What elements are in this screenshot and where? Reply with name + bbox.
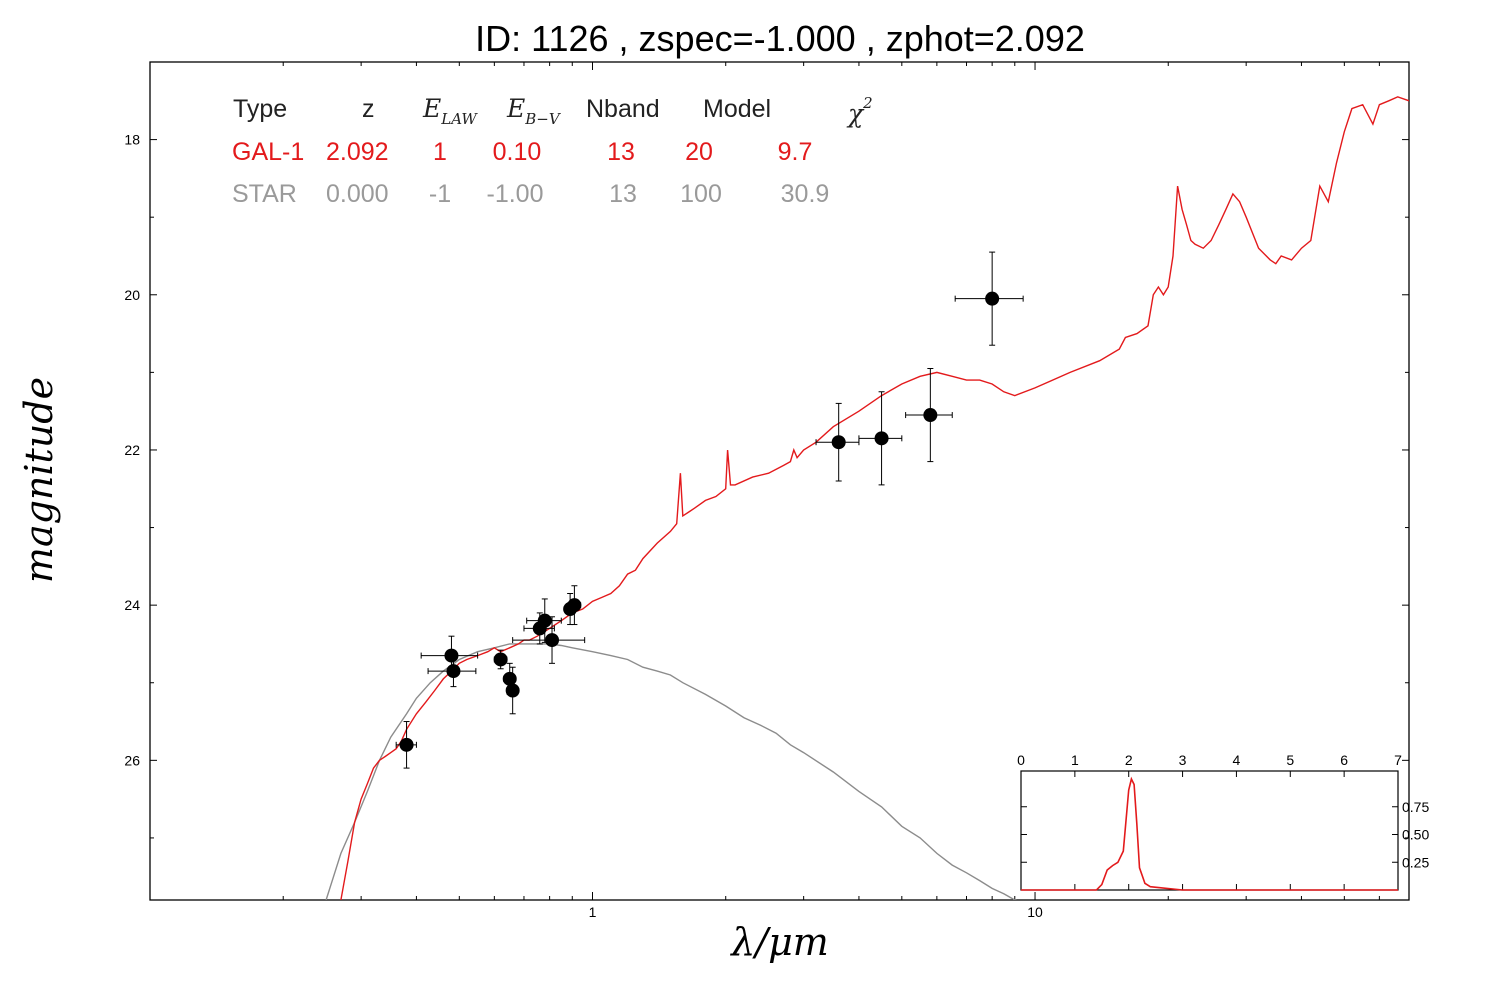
y-axis-label: magnitude <box>17 377 61 583</box>
photometry-point <box>395 721 417 769</box>
inset-y-tick-label: 0.75 <box>1402 799 1429 815</box>
inset-series-layer <box>1021 776 1398 891</box>
header-type: Type <box>233 95 287 123</box>
row-gal-ebv: 0.10 <box>493 138 542 166</box>
row-gal-z: 2.092 <box>326 138 389 166</box>
x-tick-label: 10 <box>1027 904 1043 920</box>
inset-x-tick-label: 4 <box>1233 752 1241 768</box>
row-gal-elaw: 1 <box>433 138 447 166</box>
data-point-marker <box>567 598 582 613</box>
photometry-points-layer <box>395 251 1024 769</box>
row-star-chi2: 30.9 <box>781 180 830 208</box>
header-nband: Nband <box>586 95 660 123</box>
header-model: Model <box>703 95 771 123</box>
row-star-nband: 13 <box>609 180 637 208</box>
inset-frame <box>1020 770 1399 891</box>
header-ebv: EB−V <box>506 94 562 128</box>
data-point-marker <box>874 431 889 446</box>
inset-y-tick-label: 0.25 <box>1402 854 1429 870</box>
photometry-point <box>954 251 1024 346</box>
photometry-point <box>567 585 582 626</box>
main-series-layer <box>325 96 1409 900</box>
photometry-point <box>858 391 903 486</box>
inset-axes-ticks: 0 1 2 3 4 5 6 7 0.25 0.50 0.75 <box>1017 752 1429 890</box>
y-tick-label: 26 <box>124 752 140 768</box>
row-gal-model: 20 <box>685 138 713 166</box>
photometry-point <box>427 655 477 688</box>
row-star-ebv: -1.00 <box>487 180 544 208</box>
data-point-marker <box>537 613 552 628</box>
inset-x-tick-label: 2 <box>1125 752 1133 768</box>
inset-x-tick-label: 0 <box>1017 752 1025 768</box>
inset-x-tick-label: 6 <box>1340 752 1348 768</box>
row-gal-nband: 13 <box>607 138 635 166</box>
inset-zphot-pdf: 0 1 2 3 4 5 6 7 0.25 0.50 0.75 <box>1017 752 1429 891</box>
data-point-marker <box>545 633 560 648</box>
data-point-marker <box>831 435 846 450</box>
y-tick-label: 20 <box>124 287 140 303</box>
data-point-marker <box>399 737 414 752</box>
row-star-z: 0.000 <box>326 180 389 208</box>
data-point-marker <box>493 652 508 667</box>
inset-x-tick-label: 5 <box>1286 752 1294 768</box>
photometry-point <box>512 616 586 664</box>
x-axis-label: λ/μm <box>729 920 829 964</box>
inset-pdf-line <box>1021 776 1398 891</box>
inset-y-tick-label: 0.50 <box>1402 827 1429 843</box>
y-tick-label: 22 <box>124 442 140 458</box>
row-gal-chi2: 9.7 <box>778 138 813 166</box>
row-star-model: 100 <box>680 180 722 208</box>
inset-x-tick-label: 3 <box>1179 752 1187 768</box>
data-point-marker <box>985 291 1000 306</box>
data-point-marker <box>446 664 461 679</box>
star-template-line <box>325 643 1017 900</box>
data-point-marker <box>505 683 520 698</box>
row-star-type: STAR <box>232 180 297 208</box>
row-gal-type: GAL-1 <box>232 138 304 166</box>
data-point-marker <box>923 408 938 423</box>
photometry-point <box>493 649 508 670</box>
x-tick-label: 1 <box>589 904 597 920</box>
data-point-marker <box>502 671 517 686</box>
header-z: z <box>362 95 375 123</box>
inset-x-tick-label: 1 <box>1071 752 1079 768</box>
fit-summary-table: Type z ELAW EB−V Nband Model χ2 GAL-1 2.… <box>232 94 873 208</box>
main-plot-frame <box>149 61 1410 901</box>
header-chi2: χ2 <box>846 94 873 128</box>
photometry-point <box>905 367 953 463</box>
photometry-point <box>505 666 520 715</box>
inset-x-tick-label: 7 <box>1394 752 1402 768</box>
row-star-elaw: -1 <box>429 180 451 208</box>
header-elaw: ELAW <box>422 94 478 128</box>
y-tick-label: 24 <box>124 597 140 613</box>
chart-title: ID: 1126 , zspec=-1.000 , zphot=2.092 <box>475 18 1085 59</box>
table-row-star: STAR 0.000 -1 -1.00 13 100 30.9 <box>232 180 829 208</box>
table-row-galaxy: GAL-1 2.092 1 0.10 13 20 9.7 <box>232 138 812 166</box>
galaxy-template-line <box>340 96 1409 900</box>
y-tick-label: 18 <box>124 132 140 148</box>
